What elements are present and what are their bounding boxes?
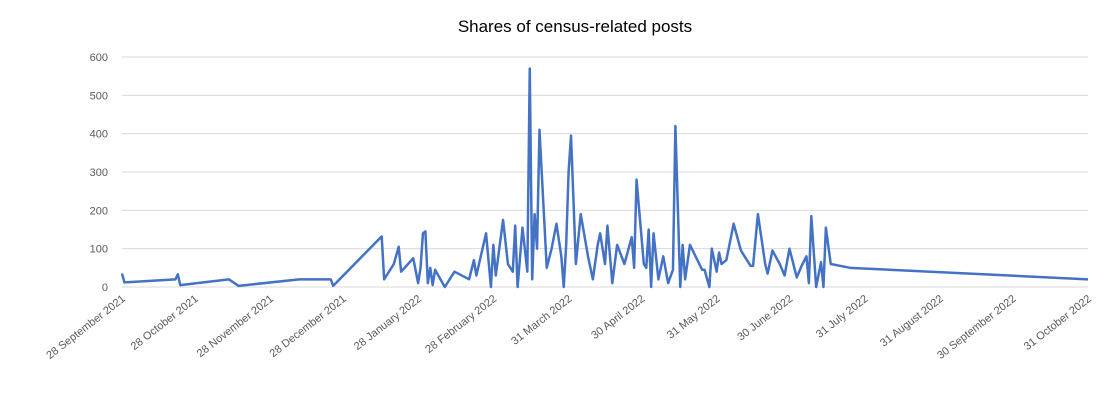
- x-tick-label: 31 October 2022: [1022, 293, 1094, 353]
- data-line: [120, 67, 1089, 289]
- y-tick-label: 300: [90, 167, 108, 179]
- y-tick-label: 500: [90, 90, 108, 102]
- x-tick-label: 28 February 2022: [423, 293, 499, 356]
- y-tick-label: 200: [90, 205, 108, 217]
- x-tick-label: 28 January 2022: [352, 293, 424, 353]
- x-tick-label: 31 March 2022: [509, 293, 574, 348]
- x-tick-label: 30 September 2022: [935, 293, 1019, 362]
- x-tick-label: 28 November 2021: [195, 293, 276, 360]
- y-tick-label: 100: [90, 244, 108, 256]
- x-tick-label: 28 December 2021: [268, 293, 349, 360]
- x-tick-label: 31 August 2022: [878, 293, 946, 350]
- x-tick-label: 28 September 2021: [44, 293, 128, 362]
- x-tick-label: 28 October 2021: [129, 293, 201, 353]
- x-tick-label: 31 May 2022: [665, 293, 723, 342]
- x-tick-label: 30 June 2022: [735, 293, 795, 344]
- chart-title: Shares of census-related posts: [458, 17, 692, 36]
- y-tick-label: 0: [102, 282, 108, 294]
- y-tick-label: 400: [90, 129, 108, 141]
- x-tick-label: 30 April 2022: [589, 293, 647, 342]
- y-tick-label: 600: [90, 52, 108, 64]
- x-tick-label: 31 July 2022: [814, 293, 871, 341]
